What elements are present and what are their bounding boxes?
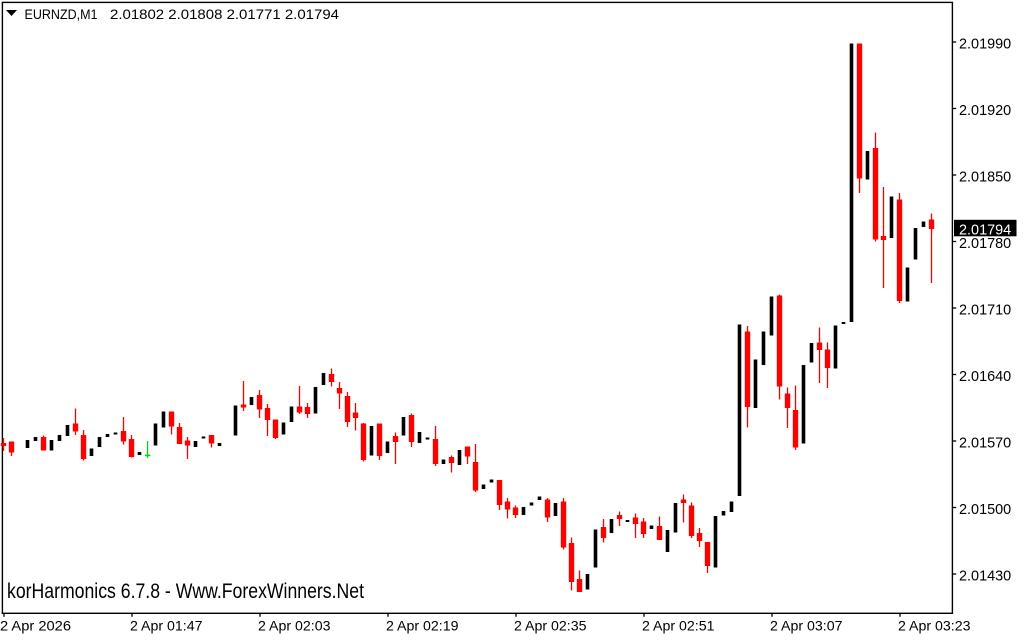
svg-text:2.01920: 2.01920 bbox=[959, 103, 1011, 119]
svg-text:2 Apr 02:19: 2 Apr 02:19 bbox=[386, 619, 459, 635]
svg-text:2 Apr 02:51: 2 Apr 02:51 bbox=[642, 619, 715, 635]
svg-text:2.01780: 2.01780 bbox=[959, 236, 1011, 252]
svg-text:2.01430: 2.01430 bbox=[959, 568, 1011, 584]
svg-text:EURNZD,M1: EURNZD,M1 bbox=[25, 6, 98, 22]
svg-text:2 Apr 03:07: 2 Apr 03:07 bbox=[770, 619, 843, 635]
svg-text:2.01990: 2.01990 bbox=[959, 36, 1011, 52]
svg-text:2 Apr 01:47: 2 Apr 01:47 bbox=[130, 619, 203, 635]
svg-text:2 Apr 02:03: 2 Apr 02:03 bbox=[258, 619, 331, 635]
svg-text:2.01570: 2.01570 bbox=[959, 435, 1011, 451]
svg-text:2.01500: 2.01500 bbox=[959, 502, 1011, 518]
svg-text:2.01710: 2.01710 bbox=[959, 302, 1011, 318]
svg-text:2.01850: 2.01850 bbox=[959, 169, 1011, 185]
svg-text:2 Apr 03:23: 2 Apr 03:23 bbox=[898, 619, 971, 635]
svg-text:2 Apr 02:35: 2 Apr 02:35 bbox=[514, 619, 587, 635]
svg-text:2.01640: 2.01640 bbox=[959, 369, 1011, 385]
svg-text:2 Apr 2026: 2 Apr 2026 bbox=[0, 619, 71, 635]
svg-text:2.01794: 2.01794 bbox=[959, 222, 1011, 238]
svg-text:korHarmonics 6.7.8 - Www.Forex: korHarmonics 6.7.8 - Www.ForexWinners.Ne… bbox=[7, 580, 364, 603]
svg-text:2.01802 2.01808 2.01771 2.0179: 2.01802 2.01808 2.01771 2.01794 bbox=[110, 6, 339, 22]
